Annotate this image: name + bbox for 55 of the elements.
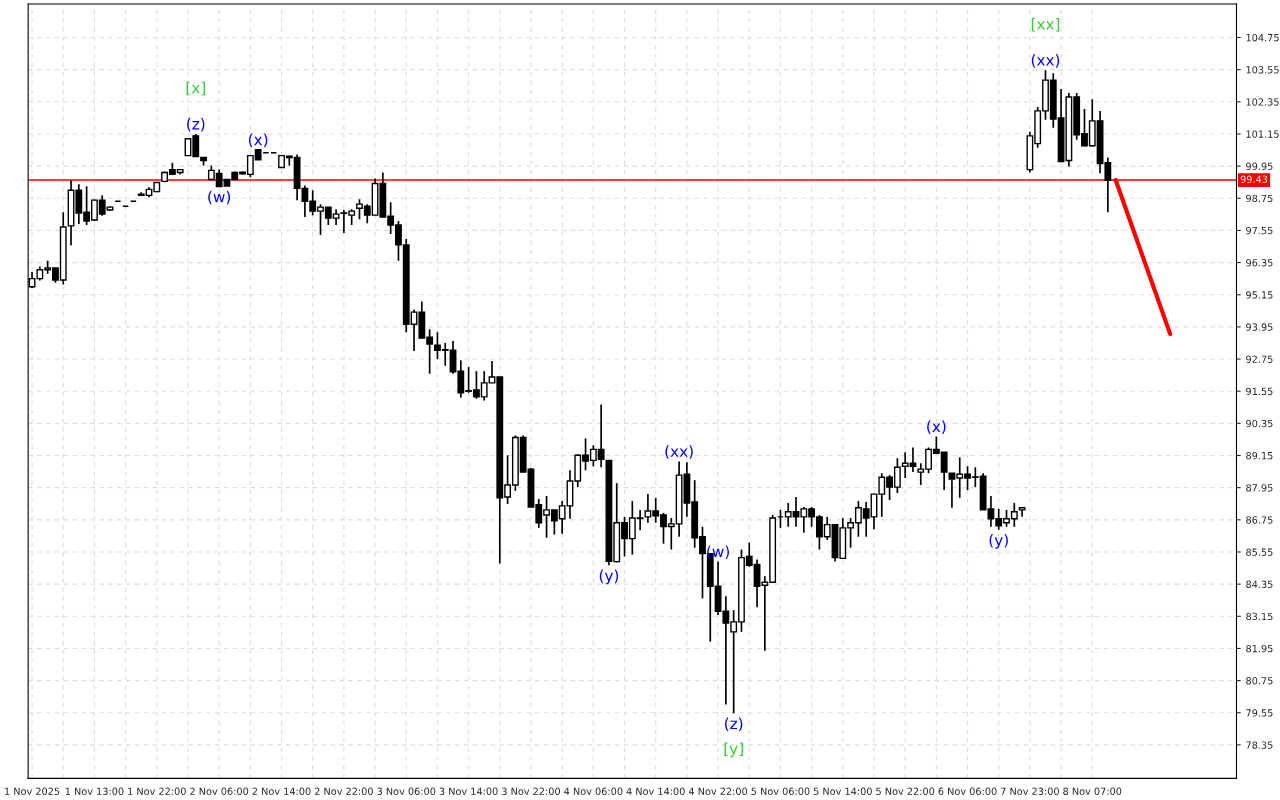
- annotation: (x): [248, 133, 268, 148]
- y-tick-label: 101.15: [1246, 130, 1279, 138]
- x-tick-label: 6 Nov 06:00: [938, 787, 997, 795]
- x-tick-label: 4 Nov 22:00: [688, 787, 748, 795]
- x-tick-label: 4 Nov 06:00: [564, 787, 623, 795]
- x-tick-label: 3 Nov 14:00: [439, 787, 498, 795]
- y-tick-label: 97.55: [1246, 226, 1273, 235]
- y-tick-label: 80.75: [1246, 677, 1273, 685]
- y-tick-label: 79.55: [1246, 709, 1273, 717]
- annotation: (xx): [1031, 54, 1060, 68]
- x-tick-label: 5 Nov 06:00: [751, 787, 810, 795]
- annotation: [x]: [186, 81, 205, 96]
- annotation: (w): [707, 545, 729, 560]
- annotation: (x): [927, 420, 946, 434]
- annotation: (z): [187, 117, 205, 132]
- x-tick-label: 2 Nov 06:00: [190, 787, 249, 795]
- y-tick-label: 85.55: [1246, 548, 1273, 556]
- x-tick-label: 4 Nov 14:00: [626, 787, 685, 795]
- y-tick-label: 78.35: [1246, 741, 1273, 749]
- x-tick-label: 7 Nov 23:00: [1001, 787, 1059, 795]
- x-tick-label: 1 Nov 13:00: [65, 787, 124, 795]
- x-tick-label: 3 Nov 06:00: [377, 787, 436, 795]
- annotation: (z): [725, 717, 743, 732]
- y-tick-label: 99.95: [1246, 162, 1273, 170]
- x-tick-label: 5 Nov 22:00: [876, 787, 935, 795]
- y-tick-label: 87.95: [1246, 484, 1273, 492]
- y-tick-label: 89.15: [1246, 451, 1273, 460]
- annotation: (w): [208, 190, 231, 205]
- y-tick-label: 91.55: [1246, 387, 1273, 396]
- x-tick-label: 2 Nov 22:00: [314, 787, 373, 795]
- y-tick-label: 83.15: [1246, 612, 1273, 621]
- y-tick-label: 90.35: [1246, 419, 1273, 428]
- y-tick-label: 103.55: [1246, 66, 1279, 74]
- y-tick-label: 84.35: [1246, 580, 1273, 588]
- y-tick-label: 81.95: [1246, 644, 1273, 653]
- y-tick-label: 98.75: [1246, 194, 1273, 203]
- y-tick-label: 86.75: [1246, 516, 1273, 524]
- y-tick-label: 102.35: [1246, 98, 1279, 106]
- annotation: (y): [989, 533, 1008, 549]
- y-tick-label: 104.75: [1246, 33, 1279, 42]
- x-tick-label: 3 Nov 22:00: [502, 787, 561, 795]
- annotation: (xx): [665, 445, 693, 459]
- x-tick-label: 1 Nov 22:00: [128, 787, 186, 795]
- y-tick-label: 92.75: [1246, 355, 1273, 363]
- x-tick-label: 1 Nov 2025: [5, 787, 60, 795]
- y-tick-label: 93.95: [1246, 323, 1273, 331]
- annotation: [xx]: [1031, 17, 1060, 32]
- ref-line-label: 99.43: [1240, 175, 1268, 183]
- annotation: (y): [599, 569, 619, 585]
- x-tick-label: 2 Nov 14:00: [252, 787, 311, 795]
- x-tick-label: 8 Nov 07:00: [1063, 787, 1122, 795]
- x-tick-label: 5 Nov 14:00: [813, 787, 872, 795]
- y-tick-label: 96.35: [1246, 259, 1273, 267]
- y-tick-label: 95.15: [1246, 291, 1273, 299]
- annotation: [y]: [724, 742, 743, 758]
